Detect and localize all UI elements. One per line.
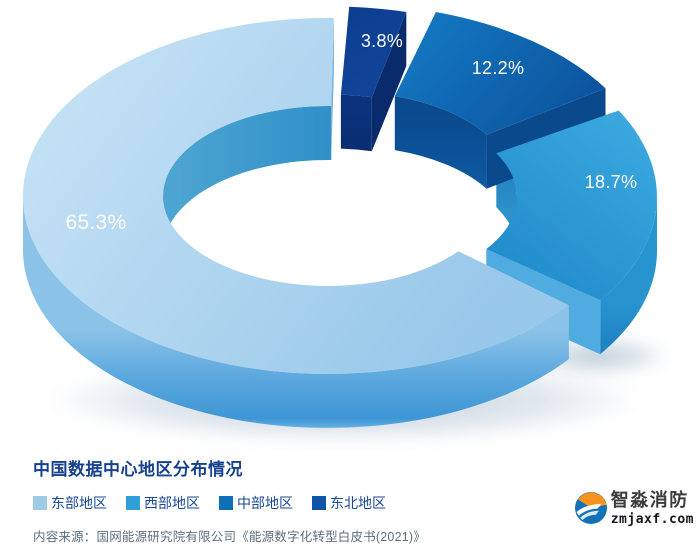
slice-east-cut-face: [331, 18, 334, 160]
slice-northeast-cut-face: [371, 12, 407, 152]
legend-item-west: 西部地区: [126, 493, 200, 513]
legend-item-central: 中部地区: [219, 493, 293, 513]
donut-chart: 65.3% 18.7% 12.2% 3.8%: [22, 6, 669, 444]
brand-watermark[interactable]: 智淼消防 zmjaxf.com: [574, 490, 694, 527]
legend-swatch-northeast: [312, 496, 326, 510]
brand-domain: zmjaxf.com: [610, 511, 694, 527]
slice-label-east: 65.3%: [65, 211, 126, 234]
source-note: 内容来源：国网能源研究院有限公司《能源数字化转型白皮书(2021)》: [33, 530, 426, 544]
slice-label-west: 18.7%: [585, 172, 638, 192]
legend-swatch-central: [219, 496, 233, 510]
legend-item-east: 东部地区: [33, 493, 107, 513]
slice-northeast-inner-wall: [340, 94, 372, 152]
slice-label-northeast: 3.8%: [361, 31, 403, 51]
brand-text: 智淼消防 zmjaxf.com: [610, 490, 694, 527]
brand-logo-icon: [574, 492, 607, 524]
legend-swatch-east: [33, 496, 47, 510]
slice-central-inner-wall: [394, 96, 487, 189]
slice-west-outer-wall: [600, 196, 657, 355]
legend-label-central: 中部地区: [237, 495, 293, 511]
legend-label-northeast: 东北地区: [330, 495, 386, 511]
slice-label-central: 12.2%: [472, 58, 525, 78]
chart-title: 中国数据中心地区分布情况: [33, 460, 243, 479]
legend-item-northeast: 东北地区: [312, 493, 386, 513]
slice-northeast-top: [340, 6, 407, 98]
slice-east-outer-wall: [23, 196, 569, 428]
brand-name: 智淼消防: [610, 490, 689, 510]
legend-label-west: 西部地区: [144, 495, 200, 511]
legend: 东部地区 西部地区 中部地区 东北地区: [33, 493, 667, 513]
slice-east-inner-wall: [163, 105, 332, 250]
legend-swatch-west: [126, 496, 140, 510]
slice-west-top: [486, 110, 657, 301]
slice-labels: 65.3% 18.7% 12.2% 3.8%: [65, 31, 638, 234]
hole-glow: [186, 172, 478, 308]
caption-block: 中国数据中心地区分布情况 东部地区 西部地区 中部地区 东北地区 内容来源：国网…: [33, 451, 667, 545]
slice-central-top: [394, 12, 606, 135]
legend-label-east: 东部地区: [51, 495, 107, 511]
donut-3d-layers: [22, 6, 669, 444]
slice-east-top: [22, 17, 569, 374]
